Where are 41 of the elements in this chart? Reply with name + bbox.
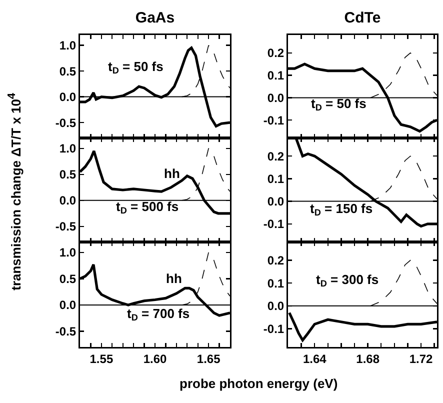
- chart-title: CdTe: [344, 9, 381, 26]
- y-tick-label: 0.0: [59, 298, 76, 312]
- y-tick-label: -0.5: [55, 324, 76, 338]
- y-tick-label: 0.0: [267, 194, 284, 208]
- x-axis-title: probe photon energy (eV): [180, 376, 338, 391]
- y-tick-label: 0.2: [267, 149, 284, 164]
- annotation: t$_{D}$ = 500 fs: [116, 199, 179, 216]
- x-tick-label: 1.64: [302, 352, 327, 366]
- y-tick-label: 0.5: [59, 168, 76, 182]
- annotation: hh: [164, 166, 180, 181]
- y-tick-label: 1.0: [59, 142, 76, 156]
- y-tick-label: 0.5: [59, 64, 76, 78]
- y-tick-label: 1.0: [59, 38, 76, 52]
- x-tick-label: 1.60: [143, 352, 167, 366]
- y-tick-label: 0.2: [267, 253, 284, 268]
- y-tick-label: 0.1: [267, 172, 284, 186]
- y-tick-label: -0.5: [55, 220, 76, 234]
- y-tick-label: 0.1: [267, 68, 284, 82]
- y-tick-label: 0.1: [267, 276, 284, 290]
- x-tick-label: 1.72: [409, 352, 434, 366]
- y-tick-label: 1.0: [59, 246, 76, 260]
- y-tick-label: 0.0: [267, 90, 284, 105]
- y-tick-label: -0.1: [263, 217, 284, 232]
- annotation: t$_{D}$ = 50 fs: [108, 59, 164, 76]
- annotation: t$_{D}$ = 700 fs: [127, 306, 190, 323]
- y-tick-label: 0.0: [267, 299, 284, 314]
- annotation: hh: [166, 271, 182, 286]
- y-tick-label: 0.5: [59, 272, 76, 286]
- y-tick-label: -0.1: [263, 322, 284, 336]
- chart-title: GaAs: [135, 9, 175, 26]
- y-tick-label: -0.5: [55, 116, 76, 130]
- y-tick-label: 0.2: [267, 46, 284, 60]
- annotation: t$_{D}$ = 150 fs: [310, 201, 373, 218]
- y-tick-label: -0.1: [263, 113, 284, 128]
- y-tick-label: 0.0: [59, 90, 76, 104]
- annotation: t$_{D}$ = 50 fs: [311, 96, 366, 113]
- y-tick-label: 0.0: [59, 194, 76, 208]
- annotation: t$_{D}$ = 300 fs: [316, 272, 379, 289]
- x-tick-label: 1.68: [356, 352, 380, 366]
- x-tick-label: 1.55: [90, 352, 114, 366]
- x-tick-label: 1.65: [196, 352, 221, 366]
